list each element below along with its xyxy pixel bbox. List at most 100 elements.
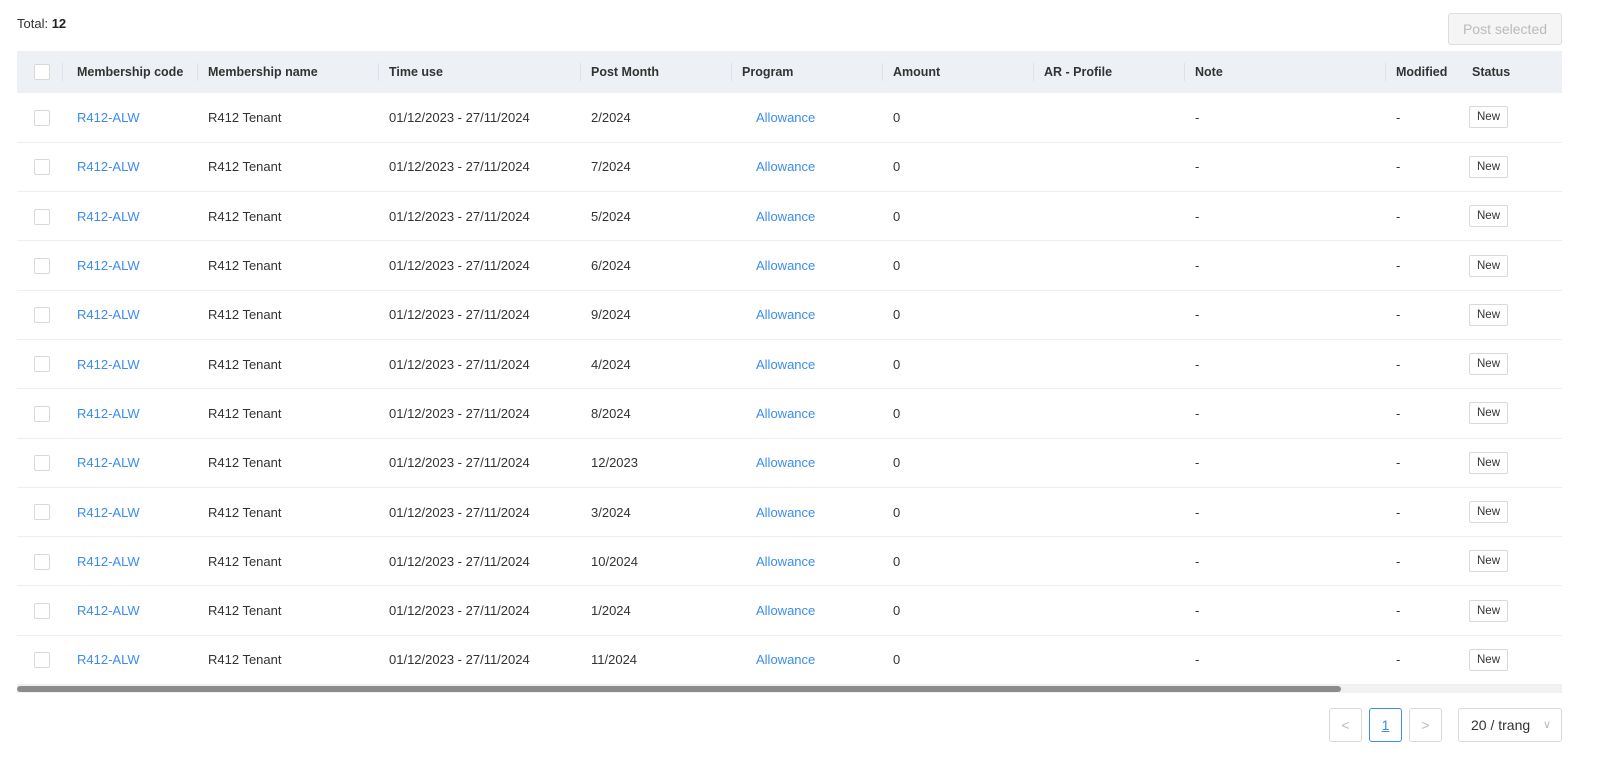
scrollbar-thumb[interactable] [17, 686, 1341, 692]
status-badge[interactable]: New [1469, 106, 1509, 129]
time-use: 01/12/2023 - 27/11/2024 [378, 142, 580, 193]
ar-profile [1033, 585, 1184, 636]
status-badge[interactable]: New [1469, 205, 1509, 228]
row-checkbox[interactable] [17, 290, 62, 340]
status-badge[interactable]: New [1469, 501, 1509, 524]
amount: 0 [882, 290, 1033, 340]
table-row: R412-ALW R412 Tenant 01/12/2023 - 27/11/20… [17, 487, 1562, 538]
membership-code-link[interactable]: R412-ALW [77, 455, 140, 471]
row-checkbox[interactable] [17, 240, 62, 291]
post-month: 9/2024 [580, 290, 731, 340]
program-link[interactable]: Allowance [756, 109, 816, 125]
program-link[interactable]: Allowance [756, 553, 816, 569]
membership-name: R412 Tenant [197, 388, 378, 439]
page-size-select[interactable]: 20 / trang ∨ [1458, 708, 1562, 742]
modified: - [1385, 339, 1461, 390]
select-all-checkbox[interactable] [17, 51, 62, 93]
program-link[interactable]: Allowance [756, 455, 816, 471]
ar-profile [1033, 635, 1184, 686]
status-badge[interactable]: New [1469, 353, 1509, 376]
row-checkbox[interactable] [17, 191, 62, 242]
membership-code-link[interactable]: R412-ALW [77, 109, 140, 125]
membership-code-link[interactable]: R412-ALW [77, 553, 140, 569]
program-link[interactable]: Allowance [756, 356, 816, 372]
program-link[interactable]: Allowance [756, 208, 816, 224]
time-use: 01/12/2023 - 27/11/2024 [378, 290, 580, 340]
ar-profile [1033, 388, 1184, 439]
row-checkbox[interactable] [17, 339, 62, 390]
program-link[interactable]: Allowance [756, 159, 816, 175]
status-badge[interactable]: New [1469, 599, 1509, 622]
total-label: Total: [17, 16, 49, 31]
ar-profile [1033, 438, 1184, 488]
time-use: 01/12/2023 - 27/11/2024 [378, 339, 580, 390]
membership-name: R412 Tenant [197, 93, 378, 143]
program-link[interactable]: Allowance [756, 652, 816, 668]
amount: 0 [882, 388, 1033, 439]
col-membership-code: Membership code [62, 51, 197, 93]
membership-code-link[interactable]: R412-ALW [77, 307, 140, 323]
amount: 0 [882, 93, 1033, 143]
row-checkbox[interactable] [17, 585, 62, 636]
next-page-button[interactable]: > [1409, 708, 1442, 742]
post-month: 11/2024 [580, 635, 731, 686]
post-selected-button[interactable]: Post selected [1448, 13, 1562, 45]
membership-code-link[interactable]: R412-ALW [77, 652, 140, 668]
post-month: 2/2024 [580, 93, 731, 143]
row-checkbox[interactable] [17, 93, 62, 143]
col-membership-name: Membership name [197, 51, 378, 93]
col-amount: Amount [882, 51, 1033, 93]
membership-name: R412 Tenant [197, 585, 378, 636]
status-badge[interactable]: New [1469, 303, 1509, 326]
membership-name: R412 Tenant [197, 191, 378, 242]
col-status: Status [1461, 51, 1562, 93]
row-checkbox[interactable] [17, 438, 62, 488]
membership-code-link[interactable]: R412-ALW [77, 405, 140, 421]
row-checkbox[interactable] [17, 142, 62, 193]
row-checkbox[interactable] [17, 388, 62, 439]
program-link[interactable]: Allowance [756, 603, 816, 619]
prev-page-button[interactable]: < [1329, 708, 1362, 742]
amount: 0 [882, 487, 1033, 538]
status-badge[interactable]: New [1469, 648, 1509, 671]
membership-code-link[interactable]: R412-ALW [77, 356, 140, 372]
post-month: 1/2024 [580, 585, 731, 636]
membership-name: R412 Tenant [197, 487, 378, 538]
row-checkbox[interactable] [17, 635, 62, 686]
program-link[interactable]: Allowance [756, 405, 816, 421]
row-checkbox[interactable] [17, 536, 62, 587]
ar-profile [1033, 290, 1184, 340]
modified: - [1385, 93, 1461, 143]
ar-profile [1033, 93, 1184, 143]
post-month: 5/2024 [580, 191, 731, 242]
amount: 0 [882, 635, 1033, 686]
ar-profile [1033, 142, 1184, 193]
table-row: R412-ALW R412 Tenant 01/12/2023 - 27/11/20… [17, 339, 1562, 390]
membership-code-link[interactable]: R412-ALW [77, 258, 140, 274]
note: - [1184, 240, 1385, 291]
status-badge[interactable]: New [1469, 550, 1509, 573]
membership-code-link[interactable]: R412-ALW [77, 159, 140, 175]
modified: - [1385, 388, 1461, 439]
time-use: 01/12/2023 - 27/11/2024 [378, 191, 580, 242]
note: - [1184, 585, 1385, 636]
membership-code-link[interactable]: R412-ALW [77, 603, 140, 619]
row-checkbox[interactable] [17, 487, 62, 538]
table-row: R412-ALW R412 Tenant 01/12/2023 - 27/11/20… [17, 240, 1562, 291]
status-badge[interactable]: New [1469, 254, 1509, 277]
amount: 0 [882, 536, 1033, 587]
col-program: Program [731, 51, 882, 93]
program-link[interactable]: Allowance [756, 258, 816, 274]
membership-code-link[interactable]: R412-ALW [77, 504, 140, 520]
membership-code-link[interactable]: R412-ALW [77, 208, 140, 224]
status-badge[interactable]: New [1469, 402, 1509, 425]
status-badge[interactable]: New [1469, 155, 1509, 178]
program-link[interactable]: Allowance [756, 504, 816, 520]
table-row: R412-ALW R412 Tenant 01/12/2023 - 27/11/20… [17, 536, 1562, 587]
table-row: R412-ALW R412 Tenant 01/12/2023 - 27/11/20… [17, 142, 1562, 193]
status-badge[interactable]: New [1469, 451, 1509, 474]
horizontal-scrollbar[interactable] [17, 685, 1562, 693]
post-month: 7/2024 [580, 142, 731, 193]
program-link[interactable]: Allowance [756, 307, 816, 323]
page-1-button[interactable]: 1 [1369, 708, 1402, 742]
